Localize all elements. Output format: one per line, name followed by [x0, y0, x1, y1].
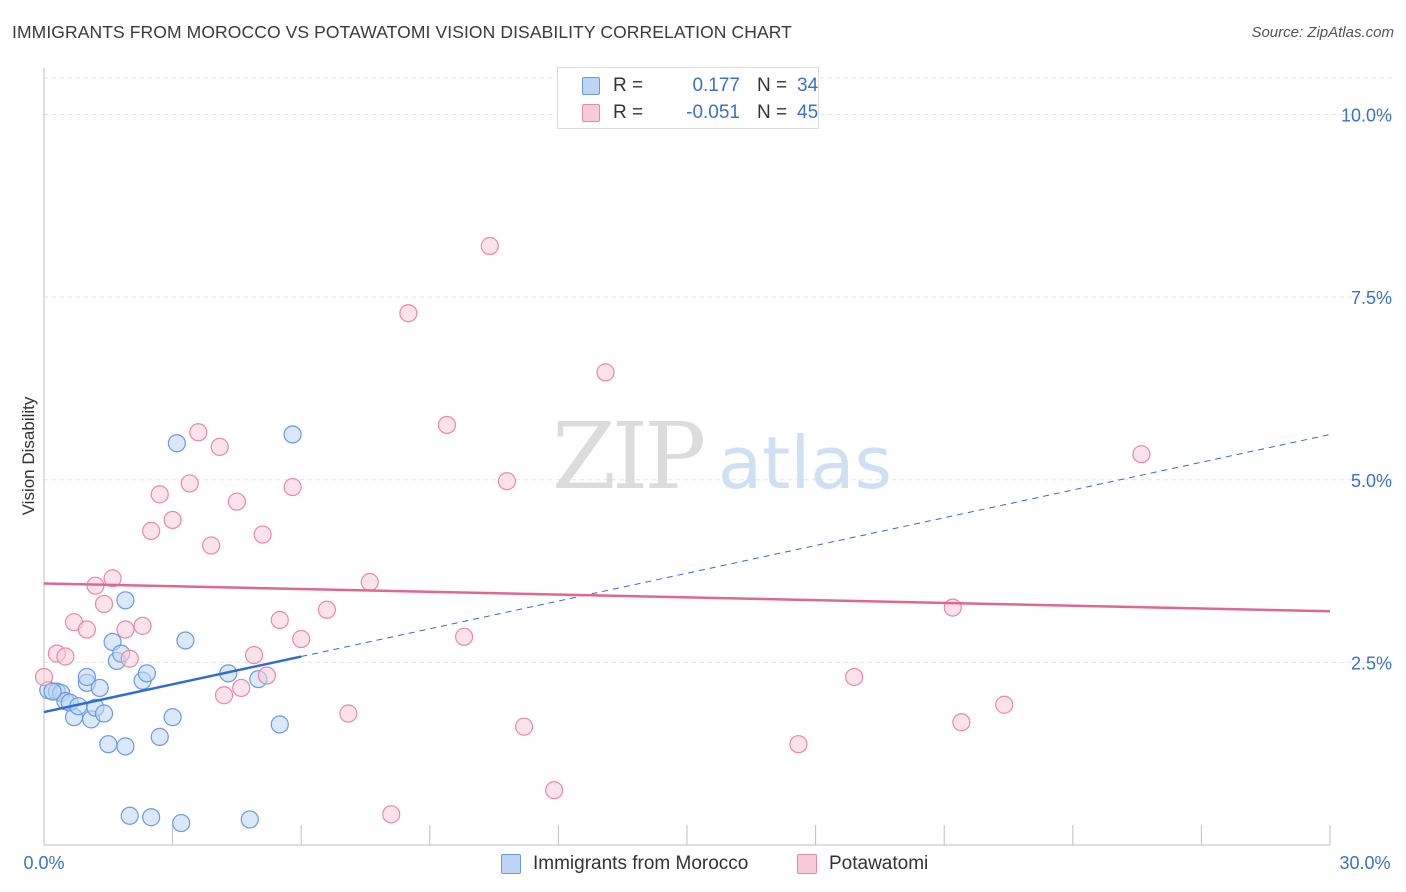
legend-r-label: R = [613, 75, 644, 96]
axes: 2.5% 5.0% 7.5% 10.0% 0.0% 30.0% [23, 68, 1392, 873]
watermark-zip: ZIP [552, 403, 703, 510]
legend-swatch-potawatomi [582, 104, 600, 122]
y-tick-label: 7.5% [1351, 288, 1392, 308]
legend-r-label: R = [613, 102, 644, 123]
point-potawatomi [437, 415, 457, 435]
series-swatch-potawatomi [797, 854, 817, 874]
point-potawatomi [189, 423, 208, 442]
y-axis-label: Vision Disability [19, 396, 38, 515]
point-potawatomi [454, 627, 474, 646]
point-morocco [90, 678, 109, 698]
point-potawatomi [480, 236, 499, 256]
point-potawatomi [596, 363, 615, 382]
legend-n-label: N = [757, 102, 788, 123]
point-potawatomi [292, 629, 311, 649]
point-morocco [172, 813, 191, 833]
trend-potawatomi [43, 582, 1331, 613]
data-points [34, 236, 1151, 833]
point-potawatomi [94, 594, 114, 614]
point-potawatomi [180, 474, 199, 493]
legend-swatch-morocco [582, 77, 600, 95]
legend-r-value-morocco: 0.177 [692, 75, 740, 96]
point-morocco [43, 682, 62, 701]
point-potawatomi [399, 304, 418, 323]
point-morocco [142, 808, 161, 827]
point-potawatomi [244, 645, 264, 665]
point-morocco [167, 434, 186, 453]
point-potawatomi [360, 572, 379, 592]
point-potawatomi [214, 686, 234, 705]
point-morocco [99, 735, 118, 754]
point-potawatomi [253, 525, 272, 544]
y-tick-label: 10.0% [1341, 106, 1392, 126]
point-morocco [240, 810, 259, 829]
point-potawatomi [142, 521, 161, 540]
point-potawatomi [283, 477, 302, 497]
trend-lines [43, 433, 1331, 714]
point-potawatomi [545, 781, 564, 800]
point-morocco [120, 806, 139, 825]
point-potawatomi [943, 598, 962, 617]
series-name-morocco: Immigrants from Morocco [533, 853, 749, 874]
series-swatch-morocco [501, 854, 521, 874]
point-potawatomi [515, 717, 534, 736]
point-potawatomi [317, 600, 337, 619]
point-potawatomi [133, 616, 152, 635]
point-potawatomi [56, 647, 75, 666]
watermark-atlas: atlas [718, 421, 892, 505]
point-morocco [94, 704, 114, 723]
point-potawatomi [34, 667, 54, 687]
chart-source: Source: ZipAtlas.com [1251, 24, 1394, 41]
point-potawatomi [789, 735, 808, 754]
legend-n-value-potawatomi: 45 [797, 102, 819, 123]
x-tick-label-max: 30.0% [1339, 853, 1390, 873]
legend-r-value-potawatomi: -0.051 [686, 102, 740, 123]
gridlines [44, 77, 1392, 663]
watermark: ZIP atlas [552, 403, 892, 510]
legend-n-value-morocco: 34 [797, 75, 819, 96]
point-potawatomi [227, 492, 246, 511]
point-potawatomi [497, 472, 517, 491]
point-potawatomi [210, 437, 229, 456]
trend-morocco [43, 655, 302, 714]
point-potawatomi [845, 667, 864, 687]
point-morocco [77, 667, 96, 687]
point-potawatomi [163, 510, 182, 530]
point-potawatomi [150, 485, 169, 504]
point-potawatomi [1132, 445, 1151, 464]
point-morocco [270, 715, 289, 734]
point-morocco [176, 631, 195, 650]
point-potawatomi [995, 695, 1014, 714]
point-morocco [163, 708, 182, 727]
point-morocco [137, 664, 156, 683]
point-morocco [116, 591, 135, 610]
series-name-potawatomi: Potawatomi [829, 853, 929, 874]
correlation-legend: R = 0.177 N = 34 R = -0.051 N = 45 [557, 67, 819, 129]
point-potawatomi [952, 713, 971, 732]
chart-title: IMMIGRANTS FROM MOROCCO VS POTAWATOMI VI… [12, 22, 792, 42]
point-potawatomi [382, 805, 401, 824]
point-potawatomi [270, 610, 289, 630]
point-potawatomi [77, 620, 96, 639]
point-morocco [150, 727, 169, 746]
point-potawatomi [202, 536, 221, 555]
legend-n-label: N = [757, 75, 788, 96]
point-morocco [283, 425, 302, 444]
y-tick-label: 5.0% [1351, 471, 1392, 491]
y-tick-label: 2.5% [1351, 653, 1392, 673]
x-tick-label-min: 0.0% [23, 853, 64, 873]
point-potawatomi [232, 678, 251, 698]
point-potawatomi [257, 666, 277, 685]
point-potawatomi [120, 649, 139, 668]
point-potawatomi [339, 704, 358, 723]
point-potawatomi [116, 620, 135, 639]
point-morocco [116, 737, 135, 756]
point-potawatomi [103, 569, 122, 588]
